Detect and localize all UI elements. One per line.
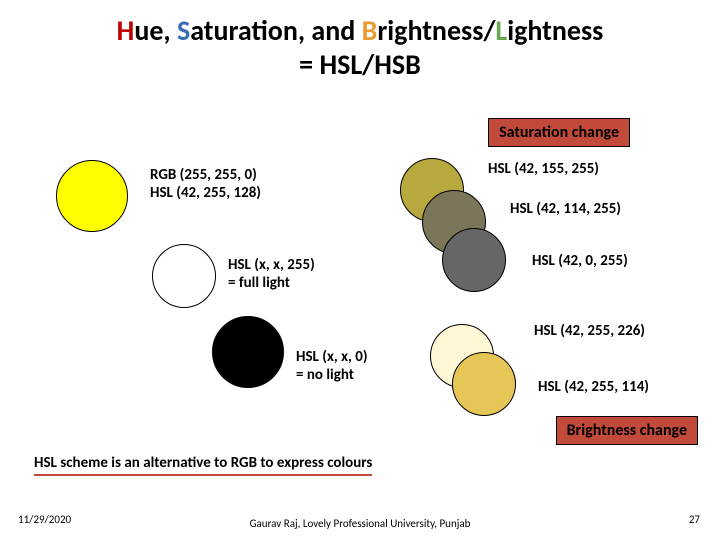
title-line2: = HSL/HSB [299, 47, 421, 82]
title-H: H [117, 13, 135, 48]
label-sat1: HSL (42, 155, 255) [488, 160, 599, 178]
slide-title: Hue, Saturation, and Brightness/Lightnes… [0, 0, 720, 81]
circle-yellow [56, 160, 128, 232]
label-bri1: HSL (42, 255, 226) [534, 322, 645, 340]
title-L: L [495, 13, 507, 48]
hsl-subline: HSL scheme is an alternative to RGB to e… [34, 454, 372, 476]
label-sat2: HSL (42, 114, 255) [510, 200, 621, 218]
footer-date: 11/29/2020 [18, 513, 71, 526]
saturation-banner: Saturation change [488, 118, 630, 147]
label-black: HSL (x, x, 0) = no light [296, 348, 368, 384]
footer-credit: Gaurav Raj, Lovely Professional Universi… [210, 517, 510, 530]
circle-bri2 [452, 352, 516, 416]
circle-sat3 [442, 228, 506, 292]
label-sat3: HSL (42, 0, 255) [532, 252, 628, 270]
label-bri2: HSL (42, 255, 114) [538, 378, 649, 396]
title-S: S [177, 13, 190, 48]
label-yellow: RGB (255, 255, 0) HSL (42, 255, 128) [150, 166, 261, 202]
footer-page: 27 [689, 513, 700, 526]
circle-black [212, 316, 284, 388]
title-B: B [362, 13, 378, 48]
label-white: HSL (x, x, 255) = full light [228, 256, 315, 292]
brightness-banner: Brightness change [556, 416, 698, 445]
circle-white [152, 244, 216, 308]
